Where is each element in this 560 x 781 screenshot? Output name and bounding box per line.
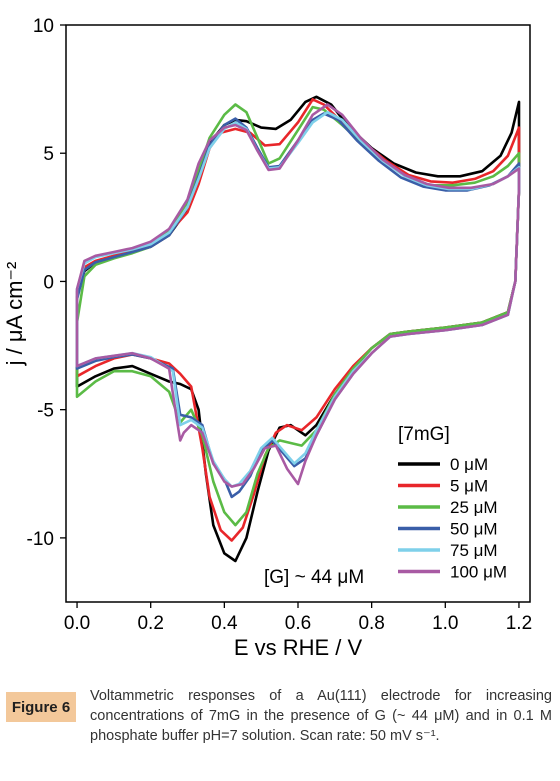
y-tick-label: -10 (27, 529, 54, 550)
series-line-1 (75, 98, 521, 542)
x-tick-label: 1.0 (432, 613, 458, 634)
y-tick-label: 5 (43, 144, 54, 165)
x-tick-label: 0.0 (64, 613, 90, 634)
y-axis-label: j / μA cm⁻² (2, 262, 27, 367)
series-layer (75, 95, 521, 563)
legend-label: 5 μM (450, 477, 488, 496)
figure-badge: Figure 6 (6, 692, 76, 722)
legend-label: 25 μM (450, 498, 498, 517)
y-tick-label: 0 (43, 272, 54, 293)
y-tick-label: -5 (37, 401, 54, 422)
y-tick-label: 10 (33, 16, 54, 37)
series-line-5 (75, 103, 521, 488)
caption-text: Voltammetric responses of a Au(111) elec… (90, 688, 552, 744)
legend-label: 100 μM (450, 563, 507, 582)
x-tick-label: 1.2 (506, 613, 532, 634)
x-tick-label: 0.8 (358, 613, 384, 634)
figure-caption: Figure 6 Voltammetric responses of a Au(… (0, 686, 560, 781)
legend-label: 0 μM (450, 455, 488, 474)
legend-title: [7mG] (398, 424, 450, 445)
voltammogram-chart: 0.0 0.2 0.4 0.6 0.8 1.0 1.2 -10 -5 0 5 10 j / μA cm… (2, 16, 533, 660)
series-line-3 (75, 112, 521, 499)
concentration-annotation: [G] ~ 44 μM (264, 567, 364, 588)
legend-label: 75 μM (450, 541, 498, 560)
legend-label: 50 μM (450, 520, 498, 539)
x-tick-label: 0.4 (211, 613, 238, 634)
legend: 0 μM 5 μM 25 μM 50 μM 75 μM 100 μM (398, 455, 507, 582)
x-tick-label: 0.6 (285, 613, 311, 634)
axis-ticks: 0.0 0.2 0.4 0.6 0.8 1.0 1.2 -10 -5 0 5 10 (27, 16, 533, 634)
x-axis-label: E vs RHE / V (234, 635, 363, 660)
x-tick-label: 0.2 (137, 613, 163, 634)
